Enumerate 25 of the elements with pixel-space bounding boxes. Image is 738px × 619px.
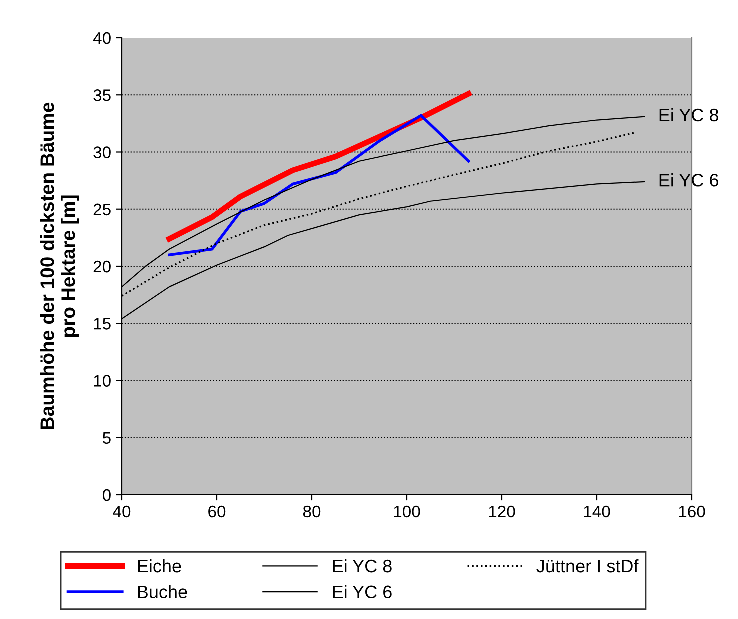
- y-tick-label: 35: [94, 90, 111, 102]
- x-tick-label: 40: [113, 506, 131, 518]
- y-tick-label: 10: [94, 375, 111, 387]
- y-tick-label: 30: [94, 146, 111, 158]
- x-tick-label: 160: [679, 506, 706, 518]
- x-tick-label: 100: [394, 506, 420, 518]
- y-tick-label: 0: [102, 489, 111, 502]
- legend-label: Ei YC 8: [333, 559, 392, 573]
- legend-label: Buche: [138, 585, 188, 599]
- y-tick-label: 25: [94, 204, 111, 216]
- line-series: [168, 114, 470, 256]
- annotation: Ei YC 6: [660, 174, 718, 187]
- y-tick-label: 40: [93, 32, 111, 44]
- x-tick-label: 140: [584, 506, 610, 518]
- legend-label: Jüttner I stDf: [536, 559, 639, 573]
- x-tick-label: 80: [303, 506, 321, 518]
- y-tick-label: 15: [94, 318, 111, 330]
- x-tick-label: 120: [489, 506, 516, 518]
- x-tick-label: 60: [208, 506, 226, 518]
- y-tick-label: 20: [94, 260, 111, 273]
- y-tick-label: 5: [102, 432, 111, 444]
- legend-label: Eiche: [138, 559, 182, 573]
- annotation: Ei YC 8: [660, 108, 718, 122]
- y-axis-title: Baumhöhe der 100 dicksten Bäume pro Hektare [m]: [40, 102, 80, 430]
- legend-label: Ei YC 6: [333, 585, 392, 599]
